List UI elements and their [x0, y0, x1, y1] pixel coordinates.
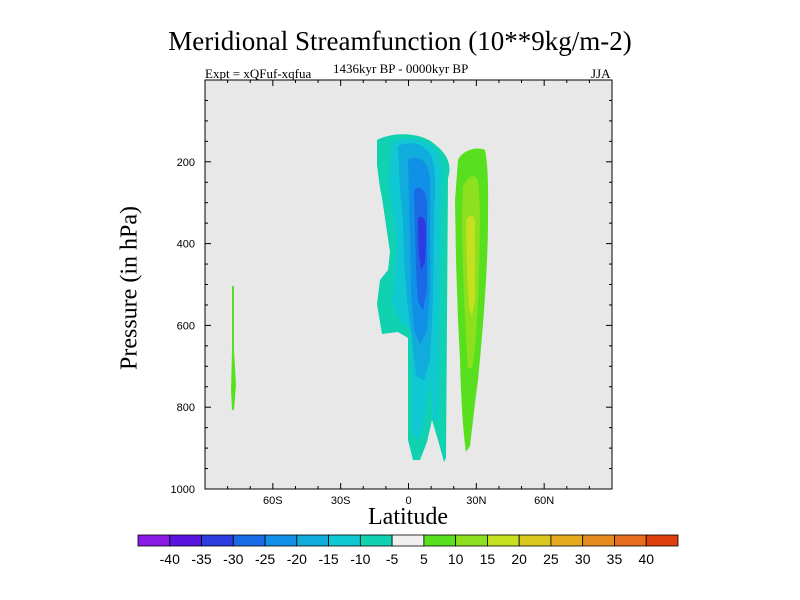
colorbar-label: 5 — [420, 551, 428, 567]
x-tick-label: 60N — [534, 495, 554, 507]
x-tick-label: 0 — [405, 495, 411, 507]
negative-cell — [377, 134, 450, 462]
colorbar-label: -35 — [191, 551, 211, 567]
experiment-label: Expt = xQFuf-xqfua — [205, 66, 312, 81]
colorbar-swatch — [455, 534, 488, 547]
y-tick-label: 1000 — [171, 484, 195, 496]
colorbar-swatch — [169, 534, 202, 547]
colorbar-swatch — [359, 534, 393, 547]
colorbar-label: -20 — [287, 551, 307, 567]
colorbar-label: -15 — [318, 551, 338, 567]
contour-fill-plus-15 — [466, 215, 475, 316]
colorbar: -40 -35 -30 -25 -20 -15 -10 -5 5 10 15 20 25 30 35 40 — [137, 534, 679, 567]
colorbar-label: -30 — [223, 551, 243, 567]
colorbar-swatch — [201, 534, 234, 547]
colorbar-swatch — [264, 534, 298, 547]
y-tick-label: 800 — [177, 402, 195, 414]
chart-title: Meridional Streamfunction (10**9kg/m-2) — [168, 26, 632, 56]
colorbar-swatch — [232, 534, 266, 547]
colorbar-label: 35 — [607, 551, 623, 567]
positive-cell — [455, 148, 489, 452]
colorbar-label: 25 — [543, 551, 559, 567]
colorbar-swatch — [550, 534, 584, 547]
colorbar-swatch — [423, 534, 457, 547]
colorbar-label: -5 — [386, 551, 399, 567]
x-axis-title: Latitude — [368, 504, 448, 530]
y-tick-label: 600 — [177, 320, 195, 332]
colorbar-label: 30 — [575, 551, 591, 567]
colorbar-swatch — [137, 534, 171, 547]
colorbar-swatch — [328, 534, 361, 547]
colorbar-label: -40 — [160, 551, 180, 567]
x-tick-label: 30S — [331, 495, 351, 507]
colorbar-label: 15 — [480, 551, 496, 567]
colorbar-swatch — [487, 534, 520, 547]
season-label: JJA — [591, 66, 611, 81]
colorbar-swatch — [645, 534, 679, 547]
colorbar-label: 20 — [511, 551, 527, 567]
contour-fill-sliver — [231, 286, 236, 410]
x-tick-label: 60S — [263, 495, 283, 507]
y-tick-label: 200 — [177, 157, 195, 169]
colorbar-swatch — [296, 534, 329, 547]
colorbar-label: 40 — [638, 551, 654, 567]
colorbar-swatch — [391, 534, 425, 547]
colorbar-label: 10 — [448, 551, 464, 567]
colorbar-swatch — [614, 534, 647, 547]
contour-fill-minus-30 — [418, 216, 427, 270]
colorbar-label: -25 — [255, 551, 275, 567]
colorbar-label: -10 — [350, 551, 370, 567]
colorbar-swatch — [582, 534, 615, 547]
x-tick-label: 30N — [466, 495, 486, 507]
period-label: 1436kyr BP - 0000kyr BP — [333, 61, 469, 76]
axes: 60S 30S 0 30N 60N 200 400 600 800 1000 — [171, 80, 613, 507]
colorbar-swatch — [518, 534, 552, 547]
y-tick-label: 400 — [177, 239, 195, 251]
